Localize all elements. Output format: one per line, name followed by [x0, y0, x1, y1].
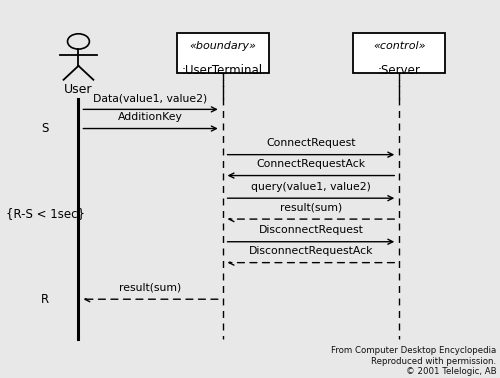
- Text: :Server: :Server: [378, 64, 420, 77]
- Text: R: R: [40, 293, 48, 306]
- Text: result(sum): result(sum): [120, 283, 182, 293]
- Text: ConnectRequestAck: ConnectRequestAck: [256, 159, 366, 169]
- Text: result(sum): result(sum): [280, 203, 342, 213]
- Text: ConnectRequest: ConnectRequest: [266, 138, 356, 149]
- Text: S: S: [41, 122, 48, 135]
- Text: From Computer Desktop Encyclopedia
Reproduced with permission.
© 2001 Telelogic,: From Computer Desktop Encyclopedia Repro…: [331, 346, 496, 376]
- Text: «boundary»: «boundary»: [189, 42, 256, 51]
- Text: query(value1, value2): query(value1, value2): [251, 182, 371, 192]
- Text: :UserTerminal: :UserTerminal: [182, 64, 263, 77]
- Bar: [353, 33, 445, 73]
- Text: {R-S < 1sec}: {R-S < 1sec}: [6, 208, 86, 220]
- Text: DisconnectRequest: DisconnectRequest: [258, 225, 364, 235]
- Text: DisconnectRequestAck: DisconnectRequestAck: [248, 246, 373, 256]
- Text: User: User: [64, 83, 92, 96]
- Text: AdditionKey: AdditionKey: [118, 112, 183, 122]
- Bar: [176, 33, 268, 73]
- Text: «control»: «control»: [373, 42, 426, 51]
- Text: Data(value1, value2): Data(value1, value2): [94, 93, 208, 103]
